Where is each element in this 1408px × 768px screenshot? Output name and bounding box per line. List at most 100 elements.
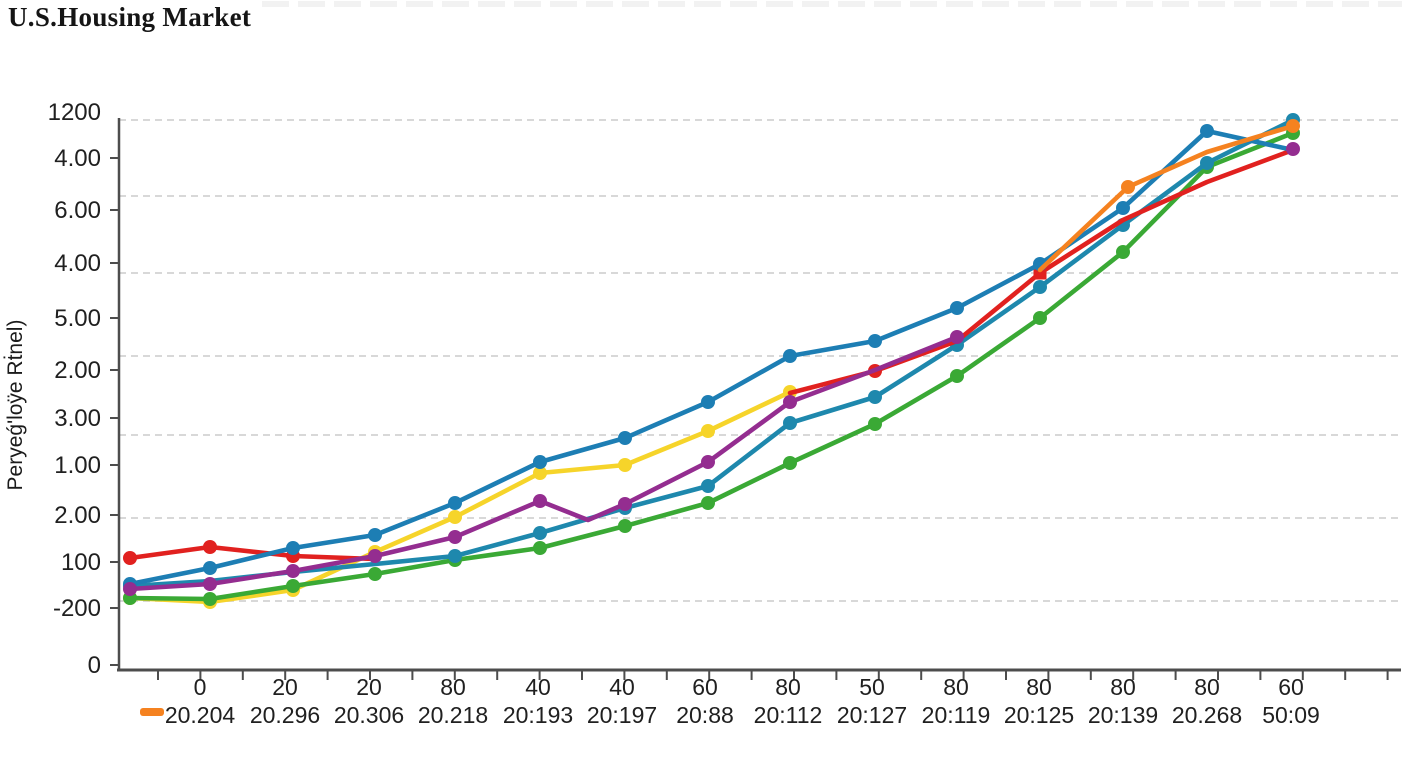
marker-blue-upper [950, 301, 964, 315]
marker-purple [701, 455, 715, 469]
marker-blue-upper [1200, 124, 1214, 138]
marker-blue-upper [1116, 201, 1130, 215]
x-tick-label-row1: 60 [1278, 674, 1304, 700]
marker-green [533, 541, 547, 555]
x-tick-label-row1: 80 [1026, 674, 1052, 700]
marker-green [1116, 245, 1130, 259]
y-tick-label: 100 [61, 549, 101, 576]
x-tick-label-row2: 20:88 [676, 702, 734, 728]
y-tick-label: 3.00 [54, 405, 101, 432]
y-tick-label: 4.00 [54, 250, 101, 277]
legend-swatch-orange [140, 708, 164, 716]
marker-blue-lower [868, 390, 882, 404]
marker-blue-lower [783, 416, 797, 430]
x-tick-label-row2: 20.306 [334, 702, 404, 728]
x-tick-label-row2: 50:09 [1262, 702, 1320, 728]
marker-purple [618, 497, 632, 511]
x-tick-label-row2: 20:125 [1004, 702, 1074, 728]
marker-red [203, 540, 217, 554]
marker-blue-lower [448, 549, 462, 563]
marker-purple [1286, 142, 1300, 156]
marker-yellow [448, 510, 462, 524]
marker-yellow [618, 458, 632, 472]
series-line-yellow [127, 389, 793, 605]
x-tick-label-row1: 20 [272, 674, 298, 700]
x-tick-label-row2: 20:127 [837, 702, 907, 728]
marker-purple [203, 577, 217, 591]
x-tick-label-row2: 20.218 [418, 702, 488, 728]
marker-blue-upper [783, 349, 797, 363]
x-tick-label-row1: 80 [440, 674, 466, 700]
x-tick-label-row2: 20.268 [1172, 702, 1242, 728]
marker-green [368, 567, 382, 581]
marker-green [286, 579, 300, 593]
series-line-orange [1037, 123, 1296, 273]
y-tick-label: 6.00 [54, 197, 101, 224]
x-tick-label-row2: 20:119 [922, 702, 991, 728]
marker-green [1033, 311, 1047, 325]
x-tick-label-row1: 80 [1110, 674, 1136, 700]
marker-orange [1121, 180, 1135, 194]
marker-purple [286, 564, 300, 578]
marker-red [123, 551, 137, 565]
marker-blue-upper [286, 541, 300, 555]
x-tick-label-row1: 80 [943, 674, 969, 700]
y-tick-label: 4.00 [54, 145, 101, 172]
x-tick-label-row1: 20 [356, 674, 382, 700]
marker-purple [783, 395, 797, 409]
marker-green [950, 369, 964, 383]
x-tick-label-row2: 20:112 [754, 702, 823, 728]
x-tick-label-row1: 80 [1194, 674, 1220, 700]
marker-blue-upper [618, 431, 632, 445]
y-tick-label: 1200 [48, 99, 101, 126]
y-tick-label: 2.00 [54, 357, 101, 384]
top-edge-artifact [262, 1, 1402, 7]
marker-blue-upper [868, 334, 882, 348]
marker-purple [950, 330, 964, 344]
marker-blue-lower [533, 526, 547, 540]
x-tick-label-row2: 20:193 [503, 702, 573, 728]
marker-blue-upper [533, 455, 547, 469]
chart-layer: 1200 4.00 6.00 4.00 5.00 2.00 3.00 1.00 2.00 100 -… [48, 99, 1401, 728]
series-line-red [127, 544, 378, 562]
series-line-purple [127, 334, 960, 592]
x-tick-label-row2: 20.296 [250, 702, 320, 728]
x-tick-label-row1: 40 [609, 674, 635, 700]
x-tick-label-row2: 20.204 [165, 702, 236, 728]
x-tick-label-row2: 20:197 [587, 702, 657, 728]
marker-blue-upper [448, 496, 462, 510]
y-axis-title: Peryeǵ'loÿe Rṫnel) [4, 320, 27, 491]
marker-blue-upper [368, 528, 382, 542]
y-tick-label: 0 [88, 652, 101, 679]
marker-purple [448, 530, 462, 544]
marker-purple [368, 549, 382, 563]
marker-purple [533, 494, 547, 508]
y-tick-label: -200 [53, 595, 101, 622]
x-tick-label-row1: 50 [859, 674, 885, 700]
series-line-blue-lower [127, 117, 1296, 589]
marker-green [203, 592, 217, 606]
y-tick-label: 5.00 [54, 305, 101, 332]
marker-green [783, 456, 797, 470]
marker-blue-lower [1033, 280, 1047, 294]
marker-yellow [533, 466, 547, 480]
marker-yellow [701, 424, 715, 438]
y-tick-label: 1.00 [54, 452, 101, 479]
x-tick-label-row1: 60 [692, 674, 718, 700]
marker-blue-lower [701, 479, 715, 493]
marker-green [701, 496, 715, 510]
marker-green [868, 417, 882, 431]
marker-green [618, 519, 632, 533]
page-title: U.S.Housing Market [8, 2, 252, 32]
x-tick-label-row1: 80 [775, 674, 801, 700]
x-tick-label-row1: 40 [525, 674, 551, 700]
x-tick-label-row1: 0 [194, 674, 207, 700]
marker-purple [123, 582, 137, 596]
marker-blue-lower [1200, 156, 1214, 170]
x-tick-label-row2: 20:139 [1088, 702, 1158, 728]
marker-blue-upper [203, 561, 217, 575]
marker-blue-upper [701, 395, 715, 409]
marker-orange [1286, 119, 1300, 133]
